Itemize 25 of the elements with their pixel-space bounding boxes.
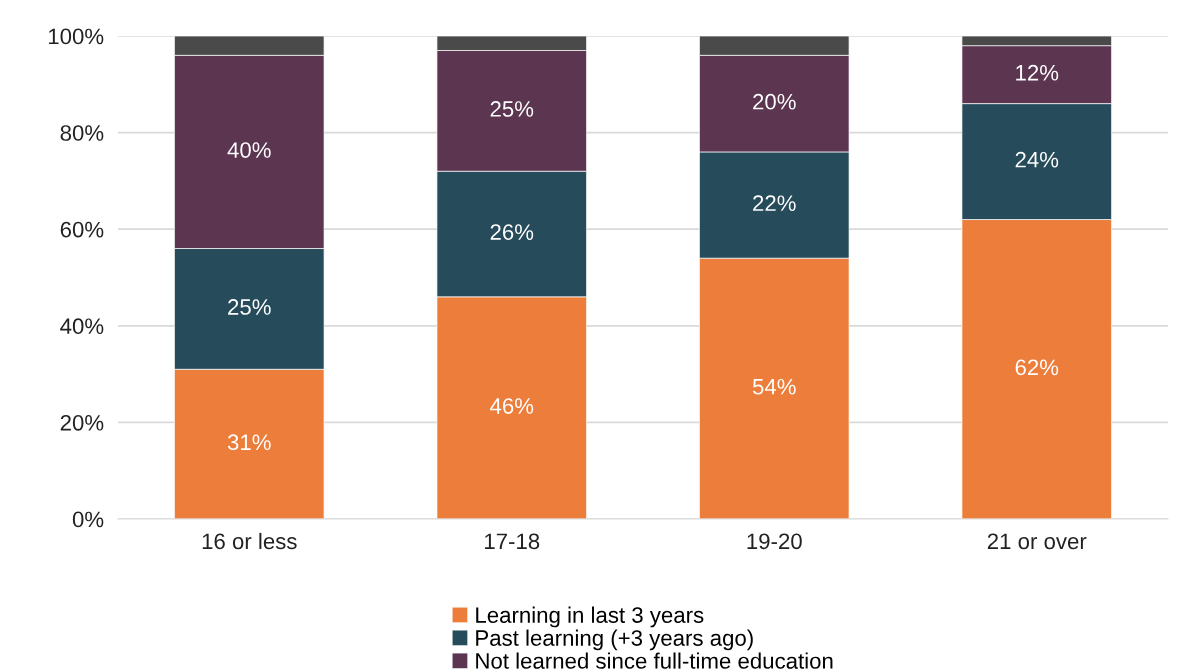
data-label: 22%	[753, 195, 796, 211]
y-tick-label: 60%	[60, 221, 104, 238]
legend-label: Not learned since full-time education	[476, 652, 833, 669]
legend-label: Learning in last 3 years	[476, 606, 704, 628]
data-label: 62%	[1015, 359, 1059, 376]
y-tick-label: 80%	[60, 125, 104, 141]
y-tick-label: 0%	[72, 511, 104, 528]
data-label: 25%	[228, 299, 271, 315]
x-tick-label: 17-18	[485, 533, 540, 550]
data-label: 12%	[1016, 64, 1059, 81]
data-label: 46%	[490, 398, 534, 414]
y-tick-label: 20%	[60, 414, 104, 431]
data-label: 54%	[752, 378, 796, 395]
data-label: 26%	[490, 224, 534, 240]
y-tick-label: 100%	[48, 28, 104, 45]
data-label: 31%	[227, 434, 271, 451]
data-label: 20%	[753, 93, 796, 110]
data-label: 40%	[227, 142, 271, 158]
x-tick-label: 16 or less	[202, 532, 297, 550]
legend-label: Past learning (+3 years ago)	[476, 629, 753, 651]
y-tick-label: 40%	[60, 318, 104, 335]
data-label: 24%	[1015, 151, 1059, 168]
data-label: 25%	[490, 101, 534, 117]
x-tick-label: 21 or over	[987, 533, 1087, 550]
x-tick-label: 19-20	[747, 533, 802, 550]
